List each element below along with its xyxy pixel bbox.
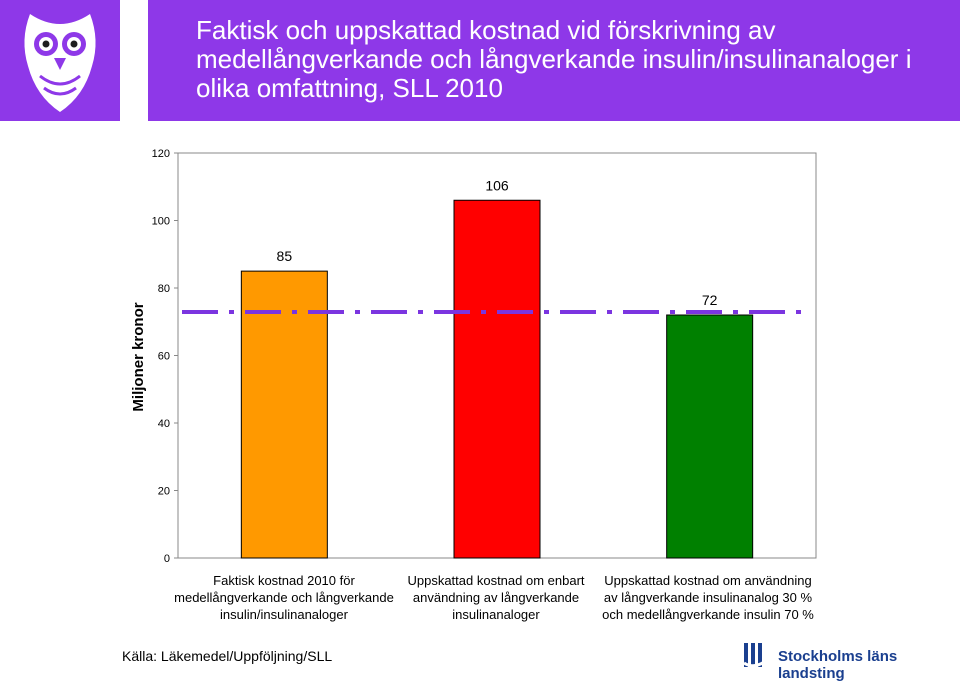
category-label-line: av långverkande insulinanalog 30 % bbox=[603, 590, 813, 605]
y-axis-label: Miljoner kronor bbox=[130, 302, 147, 411]
y-tick-label: 60 bbox=[158, 351, 170, 363]
category-label-2: Uppskattad kostnad om enbart användning … bbox=[381, 572, 611, 623]
category-label-line: medellångverkande och långverkande bbox=[174, 590, 394, 605]
category-label-line: Faktisk kostnad 2010 för bbox=[213, 573, 355, 588]
source-note: Källa: Läkemedel/Uppföljning/SLL bbox=[122, 648, 333, 664]
bar-data-label: 85 bbox=[277, 248, 293, 264]
category-label-line: insulinanaloger bbox=[452, 607, 540, 622]
y-tick-label: 100 bbox=[152, 216, 170, 228]
bar-chart: 0 20 40 60 80 100 120 85 106 72 Miljoner kronor bbox=[130, 148, 817, 565]
brand-name: Stockholms läns landsting bbox=[778, 648, 898, 682]
category-label-1: Faktisk kostnad 2010 för medellångverkan… bbox=[169, 572, 399, 623]
bar bbox=[240, 270, 328, 559]
page-title: Faktisk och uppskattad kostnad vid försk… bbox=[196, 15, 912, 103]
bar bbox=[453, 199, 541, 559]
category-label-line: Uppskattad kostnad om enbart bbox=[407, 573, 585, 588]
y-tick-label: 80 bbox=[158, 283, 170, 295]
category-label-line: insulin/insulinanaloger bbox=[220, 607, 348, 622]
logo-panel bbox=[0, 0, 120, 121]
bar-data-label: 106 bbox=[485, 177, 509, 193]
category-label-line: Uppskattad kostnad om användning bbox=[604, 573, 812, 588]
bar-data-label: 72 bbox=[702, 292, 718, 308]
y-tick-label: 20 bbox=[158, 486, 170, 498]
title-banner: Faktisk och uppskattad kostnad vid försk… bbox=[148, 0, 960, 121]
category-label-line: användning av långverkande bbox=[412, 590, 580, 605]
owl-logo-icon bbox=[24, 14, 96, 112]
category-label-3: Uppskattad kostnad om användning av lång… bbox=[593, 572, 823, 623]
category-label-line: och medellångverkande insulin 70 % bbox=[602, 607, 814, 622]
y-tick-label: 120 bbox=[152, 148, 170, 160]
y-tick-label: 0 bbox=[164, 553, 170, 565]
bar bbox=[666, 314, 754, 559]
y-tick-label: 40 bbox=[158, 418, 170, 430]
sll-logo-icon bbox=[743, 643, 774, 668]
